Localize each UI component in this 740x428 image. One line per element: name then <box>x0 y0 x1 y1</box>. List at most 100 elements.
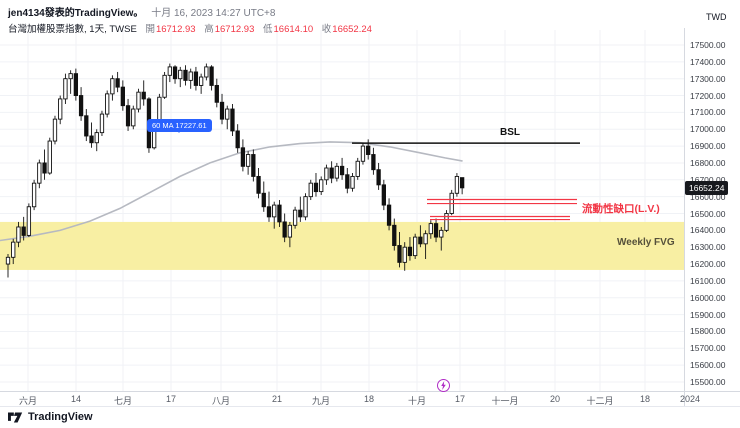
candle-body <box>21 226 26 236</box>
candle-body <box>459 177 465 189</box>
candle-body <box>136 91 141 110</box>
open-label: 開 <box>145 24 155 35</box>
candle-body <box>110 78 115 95</box>
price-tick-label: 17300.00 <box>690 73 726 84</box>
snapshot-author: jen4134發表的TradingView。 <box>8 8 144 19</box>
candle-body <box>125 105 131 127</box>
candle-body <box>5 256 11 265</box>
candle-body <box>345 174 350 189</box>
time-tick-label: 14 <box>70 394 81 404</box>
candle-body <box>99 113 105 134</box>
candle-body <box>58 98 63 120</box>
lightning-icon <box>440 381 446 390</box>
candle-body <box>209 66 214 86</box>
candle-body <box>298 209 303 218</box>
candle-body <box>235 130 240 149</box>
last-price-badge: 16652.24 <box>685 180 729 195</box>
price-tick-label: 15700.00 <box>690 343 726 354</box>
candle-body <box>402 246 407 263</box>
price-tick-label: 16200.00 <box>690 259 726 270</box>
candle-body <box>167 66 172 76</box>
snapshot-timestamp: 十月 16, 2023 14:27 UTC+8 <box>151 8 276 19</box>
candle-body <box>334 165 340 179</box>
top-bar: jen4134發表的TradingView。 十月 16, 2023 14:27… <box>8 4 275 19</box>
candle-body <box>407 246 413 257</box>
candle-body <box>31 182 37 208</box>
candle-body <box>63 78 68 100</box>
time-axis[interactable]: 六月 14 七月 17 八月 21 九月 18 十月 17 十一月 20 十二月 18 2024 <box>0 391 740 406</box>
price-tick-label: 16900.00 <box>690 141 726 152</box>
candle-body <box>183 69 188 81</box>
price-tick-label: 17400.00 <box>690 56 726 67</box>
candle-body <box>16 226 21 243</box>
candle-body <box>162 74 167 98</box>
price-tick-label: 16100.00 <box>690 275 726 286</box>
bsl-label: BSL <box>500 127 520 138</box>
candle-body <box>439 229 444 238</box>
event-marker[interactable] <box>436 379 450 392</box>
price-axis[interactable]: TWD 17500.00 17400.00 17300.00 17200.00 1710… <box>684 0 740 406</box>
time-tick-label: 20 <box>549 394 560 404</box>
candle-body <box>198 76 204 86</box>
candle-body <box>42 162 47 174</box>
open-value: 16712.93 <box>155 24 196 35</box>
time-tick-label: 十二月 <box>586 396 614 406</box>
close-label: 收 <box>321 24 332 35</box>
price-tick-label: 17500.00 <box>690 40 726 50</box>
price-tick-label: 16600.00 <box>690 191 726 202</box>
candle-body <box>245 154 251 167</box>
candle-body <box>381 184 386 206</box>
candle-body <box>230 108 235 132</box>
candle-body <box>214 84 219 103</box>
candle-body <box>115 78 120 88</box>
candle-body <box>444 213 449 231</box>
time-tick-label: 21 <box>271 394 282 404</box>
weekly-fvg-label: Weekly FVG <box>617 237 675 248</box>
price-tick-label: 16400.00 <box>690 225 726 236</box>
time-tick-label: 2024 <box>679 394 701 404</box>
time-tick-label: 18 <box>363 394 374 404</box>
candle-body <box>172 66 178 80</box>
price-tick-label: 16800.00 <box>690 157 726 168</box>
candle-body <box>219 101 225 120</box>
candle-body <box>324 167 329 181</box>
candle-body <box>319 179 324 193</box>
candle-body <box>193 71 199 86</box>
candle-body <box>256 175 261 194</box>
high-value: 16712.93 <box>214 24 255 35</box>
candle-body <box>308 182 313 198</box>
ma-value-tooltip[interactable]: 60 MA 17227.61 <box>147 119 212 133</box>
price-tick-label: 16500.00 <box>690 208 726 219</box>
candle-body <box>277 204 282 223</box>
time-tick-label: 17 <box>454 394 465 404</box>
candle-body <box>251 154 256 177</box>
candle-body <box>376 169 381 186</box>
candle-body <box>78 95 84 117</box>
candle-body <box>366 145 371 155</box>
candle-body <box>52 118 58 142</box>
candle-body <box>178 69 183 80</box>
weekly-fvg-band <box>0 221 684 270</box>
candle-body <box>371 154 376 171</box>
candle-body <box>11 241 16 258</box>
candle-body <box>282 221 287 238</box>
candle-body <box>292 209 298 226</box>
low-label: 低 <box>263 24 273 35</box>
time-tick-label: 九月 <box>311 396 330 406</box>
candle-body <box>204 66 209 78</box>
candle-body <box>272 204 277 218</box>
price-tick-label: 15500.00 <box>690 377 726 387</box>
symbol-title: 台灣加權股票指數, 1天, TWSE <box>8 24 137 35</box>
candle-body <box>141 91 146 100</box>
footer: TradingView <box>8 408 93 426</box>
time-tick-label: 六月 <box>18 396 37 406</box>
candle-body <box>131 108 136 127</box>
candle-body <box>303 196 308 218</box>
candle-body <box>94 132 99 144</box>
price-tick-label: 16300.00 <box>690 242 726 253</box>
high-label: 高 <box>204 24 214 35</box>
tradingview-logo-icon[interactable] <box>8 411 23 424</box>
tradingview-brand-text[interactable]: TradingView <box>28 411 93 423</box>
